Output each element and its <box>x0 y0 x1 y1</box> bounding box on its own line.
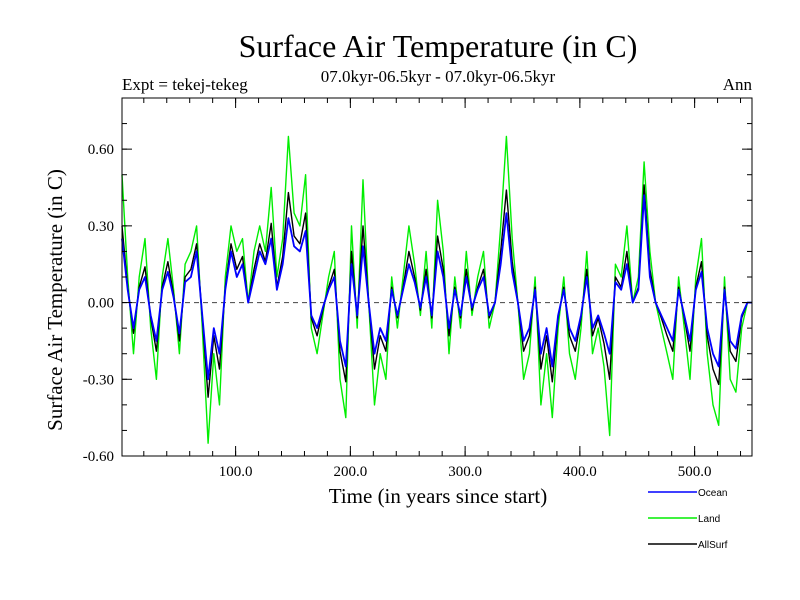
y-tick-label: -0.30 <box>83 372 114 388</box>
period-label: 07.0kyr-06.5kyr - 07.0kyr-06.5kyr <box>321 67 556 86</box>
season-label: Ann <box>723 75 753 94</box>
x-tick-label: 500.0 <box>678 464 712 480</box>
experiment-label: Expt = tekej-tekeg <box>122 75 248 94</box>
series-line-ocean <box>121 194 752 381</box>
plot-frame <box>121 97 753 457</box>
x-tick-label: 200.0 <box>333 464 367 480</box>
x-axis-label: Time (in years since start) <box>329 484 548 508</box>
legend-label-ocean: Ocean <box>698 488 727 499</box>
y-tick-label: -0.60 <box>83 449 114 465</box>
legend: Ocean Land AllSurf <box>648 488 728 551</box>
y-tick-label: 0.00 <box>88 296 114 312</box>
axes <box>121 97 753 457</box>
x-tick-label: 300.0 <box>448 464 482 480</box>
y-tick-label: 0.30 <box>88 219 114 235</box>
series-line-land <box>121 135 752 444</box>
legend-label-allsurf: AllSurf <box>698 540 728 551</box>
x-tick-label: 100.0 <box>219 464 253 480</box>
ticks: -0.60 -0.30 0.00 0.30 0.60 100.0 200.0 300.0 400… <box>83 97 752 480</box>
plot-lines <box>121 135 752 444</box>
chart-title: Surface Air Temperature (in C) <box>239 28 638 64</box>
legend-label-land: Land <box>698 514 720 525</box>
y-tick-label: 0.60 <box>88 142 114 158</box>
x-tick-label: 400.0 <box>563 464 597 480</box>
y-axis-label: Surface Air Temperature (in C) <box>43 169 67 431</box>
